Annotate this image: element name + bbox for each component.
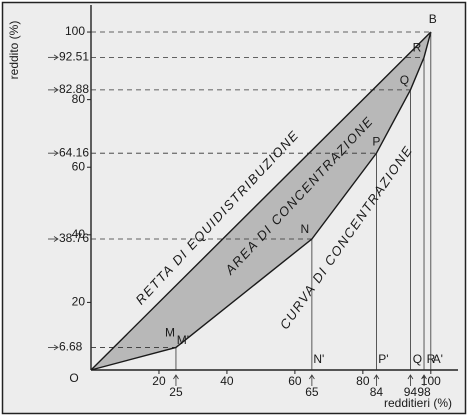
x-axis-label: redditieri (%): [384, 396, 452, 410]
line: [90, 31, 432, 371]
line: [90, 31, 432, 371]
arrow-head: [373, 374, 380, 380]
arrow-head: [53, 150, 59, 157]
y-tick-label: 60: [72, 159, 86, 173]
point-label: N: [301, 222, 310, 236]
marked-x-label: 98: [417, 385, 431, 399]
marked-y-label: 6.68: [59, 340, 83, 354]
point-label: P: [372, 134, 380, 148]
point-label: Q: [400, 73, 409, 87]
foot-label: A': [433, 352, 443, 366]
y-tick-label: 40: [72, 227, 86, 241]
y-tick-label: 100: [65, 24, 85, 38]
x-tick-label: 20: [152, 374, 166, 388]
y-tick-label: 80: [72, 92, 86, 106]
marked-y-label: 64.16: [59, 145, 89, 159]
arrow-head: [309, 374, 315, 380]
marked-x-label: 65: [305, 385, 319, 399]
arrow-head: [421, 374, 427, 380]
foot-label: P': [378, 352, 388, 366]
arrow-head: [53, 54, 59, 61]
foot-label: N': [313, 352, 324, 366]
arrow-head: [53, 344, 59, 351]
marked-x-label: 84: [370, 385, 384, 399]
arrow-head: [407, 374, 414, 380]
arrow-head: [53, 87, 59, 93]
arrow-head: [53, 236, 59, 242]
x-tick-label: 80: [356, 374, 370, 388]
x-tick-label: 60: [288, 374, 302, 388]
foot-label: Q: [413, 352, 422, 366]
marked-x-label: 94: [404, 385, 418, 399]
y-tick-label: 20: [72, 295, 86, 309]
x-tick-label: 40: [220, 374, 234, 388]
point-label: O: [69, 371, 78, 385]
marked-y-label: 82.88: [59, 82, 89, 96]
marked-y-label: 38.76: [59, 231, 89, 245]
arrow-head: [173, 374, 179, 380]
y-axis-label: reddito (%): [7, 21, 21, 80]
point-label: B: [429, 12, 437, 26]
foot-label: M': [177, 333, 189, 347]
point-label: M: [165, 326, 175, 340]
marked-x-label: 25: [169, 385, 183, 399]
marked-y-label: 92.51: [59, 50, 89, 64]
point-label: R: [413, 41, 422, 55]
